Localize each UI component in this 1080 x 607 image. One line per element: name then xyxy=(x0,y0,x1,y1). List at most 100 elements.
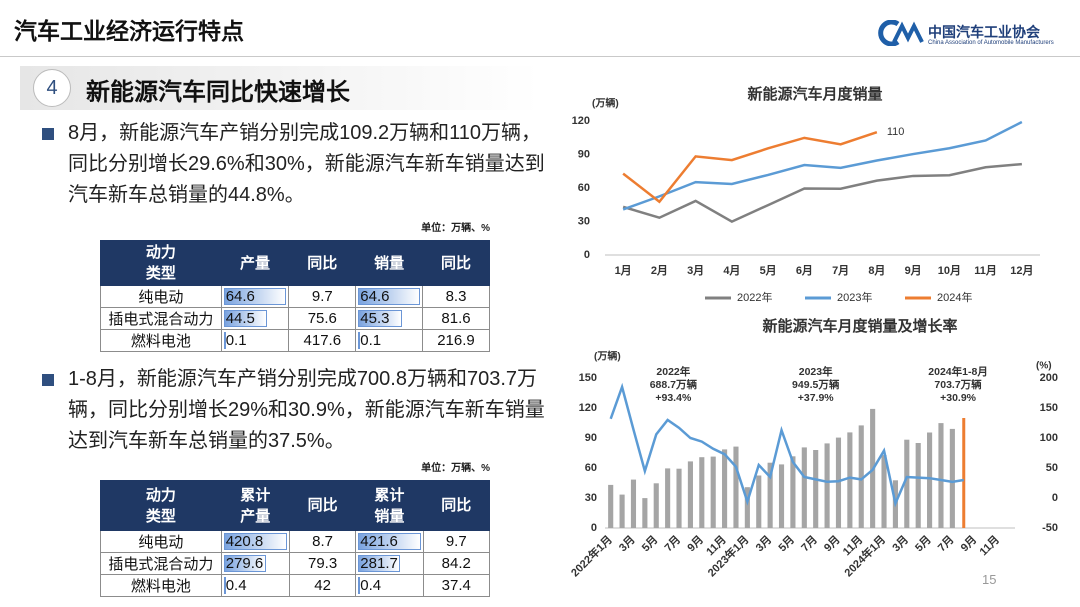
cell-text: 8.7 xyxy=(312,533,334,550)
cell-text: 421.6 xyxy=(360,533,398,550)
table-cell: 0.1 xyxy=(355,329,423,352)
y2-tick-label: 200 xyxy=(1040,372,1058,384)
table-cell: 燃料电池 xyxy=(100,574,222,597)
y-axis-label: (万辆) xyxy=(592,97,619,110)
page-number: 15 xyxy=(982,572,997,587)
x-tick-label: 3月 xyxy=(753,533,774,554)
bar xyxy=(767,462,773,528)
x-tick-label: 6月 xyxy=(796,264,813,277)
series-line xyxy=(622,120,1023,211)
table-cell: 纯电动 xyxy=(100,530,222,553)
header-cell: 同比 xyxy=(288,240,357,286)
cell-text: 燃料电池 xyxy=(130,333,191,350)
header-row: 动力类型 产量 同比 销量 同比 xyxy=(100,240,491,286)
table-cell: 64.6 xyxy=(355,285,423,308)
cell-text: 279.6 xyxy=(225,555,264,572)
y-tick-label: 60 xyxy=(585,462,597,474)
bar xyxy=(710,456,716,528)
bar xyxy=(653,483,659,528)
x-tick-label: 9月 xyxy=(905,264,922,277)
cell-text: 84.2 xyxy=(441,555,471,572)
x-tick-label: 11月 xyxy=(974,264,997,277)
data-bar xyxy=(223,577,226,594)
bar xyxy=(665,468,671,528)
data-bar xyxy=(358,288,420,305)
bar xyxy=(801,447,807,528)
cell-text: 纯电动 xyxy=(138,289,184,306)
bar xyxy=(915,443,921,528)
y2-tick-label: 0 xyxy=(1052,492,1058,504)
table-cell: 45.3 xyxy=(355,307,423,330)
x-tick-label: 9月 xyxy=(821,533,842,554)
header-text: 同比 xyxy=(441,497,472,514)
cell-text: 44.5 xyxy=(225,310,255,327)
cell-text: 0.4 xyxy=(225,577,247,594)
header-cell: 动力类型 xyxy=(100,480,222,531)
table-cell: 9.7 xyxy=(288,285,357,308)
data-bar xyxy=(223,555,266,572)
bar xyxy=(722,449,728,528)
y-tick-label: 90 xyxy=(585,432,597,444)
cell-text: 216.9 xyxy=(437,332,475,349)
table-cell: 8.7 xyxy=(288,530,357,553)
annotation: 2022年 xyxy=(656,365,690,378)
x-tick-label: 3月 xyxy=(616,533,637,554)
data-label: 110 xyxy=(887,126,905,138)
table-cell: 279.6 xyxy=(220,552,290,575)
series-line xyxy=(622,162,1022,224)
annotation: 2024年1-8月 xyxy=(928,365,988,378)
bar xyxy=(756,475,762,528)
chart-title: 新能源汽车月度销量及增长率 xyxy=(762,317,957,335)
section-title: 新能源汽车同比快速增长 xyxy=(86,79,350,106)
cell-text: 插电式混合动力 xyxy=(108,311,214,328)
table-cell: 0.1 xyxy=(220,329,290,352)
data-bar xyxy=(358,310,402,327)
table-cell: 417.6 xyxy=(288,329,357,352)
header-cell: 产量 xyxy=(220,240,290,286)
cell-text: 79.3 xyxy=(307,555,338,572)
table-row: 纯电动 420.8 8.7 421.6 9.7 xyxy=(100,530,491,553)
y-tick-label: 60 xyxy=(578,182,590,194)
data-bar xyxy=(358,555,400,572)
table-cell: 纯电动 xyxy=(100,285,222,308)
x-tick-label: 3月 xyxy=(687,264,704,277)
data-bar xyxy=(223,332,226,349)
paragraph: 1-8月，新能源汽车产销分别完成700.8万辆和703.7万辆，同比分别增长29… xyxy=(68,368,545,452)
table-cell: 0.4 xyxy=(355,574,424,597)
bar xyxy=(619,494,625,528)
table-row: 插电式混合动力 44.5 75.6 45.3 81.6 xyxy=(100,307,491,330)
cell-text: 插电式混合动力 xyxy=(108,556,214,573)
annotation: 949.5万辆 xyxy=(792,378,840,391)
cell-text: 0.1 xyxy=(225,332,247,349)
table-cell: 插电式混合动力 xyxy=(100,307,222,330)
data-bar xyxy=(223,310,267,327)
cell-text: 9.7 xyxy=(445,533,467,550)
table-cell: 插电式混合动力 xyxy=(100,552,222,575)
legend-label: 2023年 xyxy=(837,290,872,304)
header-row: 动力类型 累计产量 同比 累计销量 同比 xyxy=(100,480,491,531)
bar xyxy=(949,428,955,528)
y-tick-label: 0 xyxy=(591,522,597,534)
cell-text: 纯电动 xyxy=(138,534,184,551)
table-cell: 燃料电池 xyxy=(100,329,222,352)
header-title: 汽车工业经济运行特点 xyxy=(14,18,244,44)
table-cell: 216.9 xyxy=(421,329,491,352)
header-cell: 同比 xyxy=(422,480,491,531)
table-row: 插电式混合动力 279.6 79.3 281.7 84.2 xyxy=(100,552,491,575)
annotation: +30.9% xyxy=(940,392,977,404)
cell-text: 420.8 xyxy=(225,533,264,550)
cell-text: 37.4 xyxy=(441,577,471,594)
cell-text: 281.7 xyxy=(360,555,398,572)
annotation: +93.4% xyxy=(655,392,692,404)
x-tick-label: 8月 xyxy=(868,264,885,277)
x-tick-label: 7月 xyxy=(935,533,956,554)
bar xyxy=(687,461,693,528)
x-tick-label: 1月 xyxy=(615,264,632,277)
header-cell: 累计销量 xyxy=(355,480,424,531)
y-tick-label: 0 xyxy=(584,249,590,261)
annotation: 703.7万辆 xyxy=(934,378,982,391)
cell-text: 64.6 xyxy=(360,288,390,305)
x-tick-label: 7月 xyxy=(799,533,820,554)
annotation: 688.7万辆 xyxy=(650,378,698,391)
